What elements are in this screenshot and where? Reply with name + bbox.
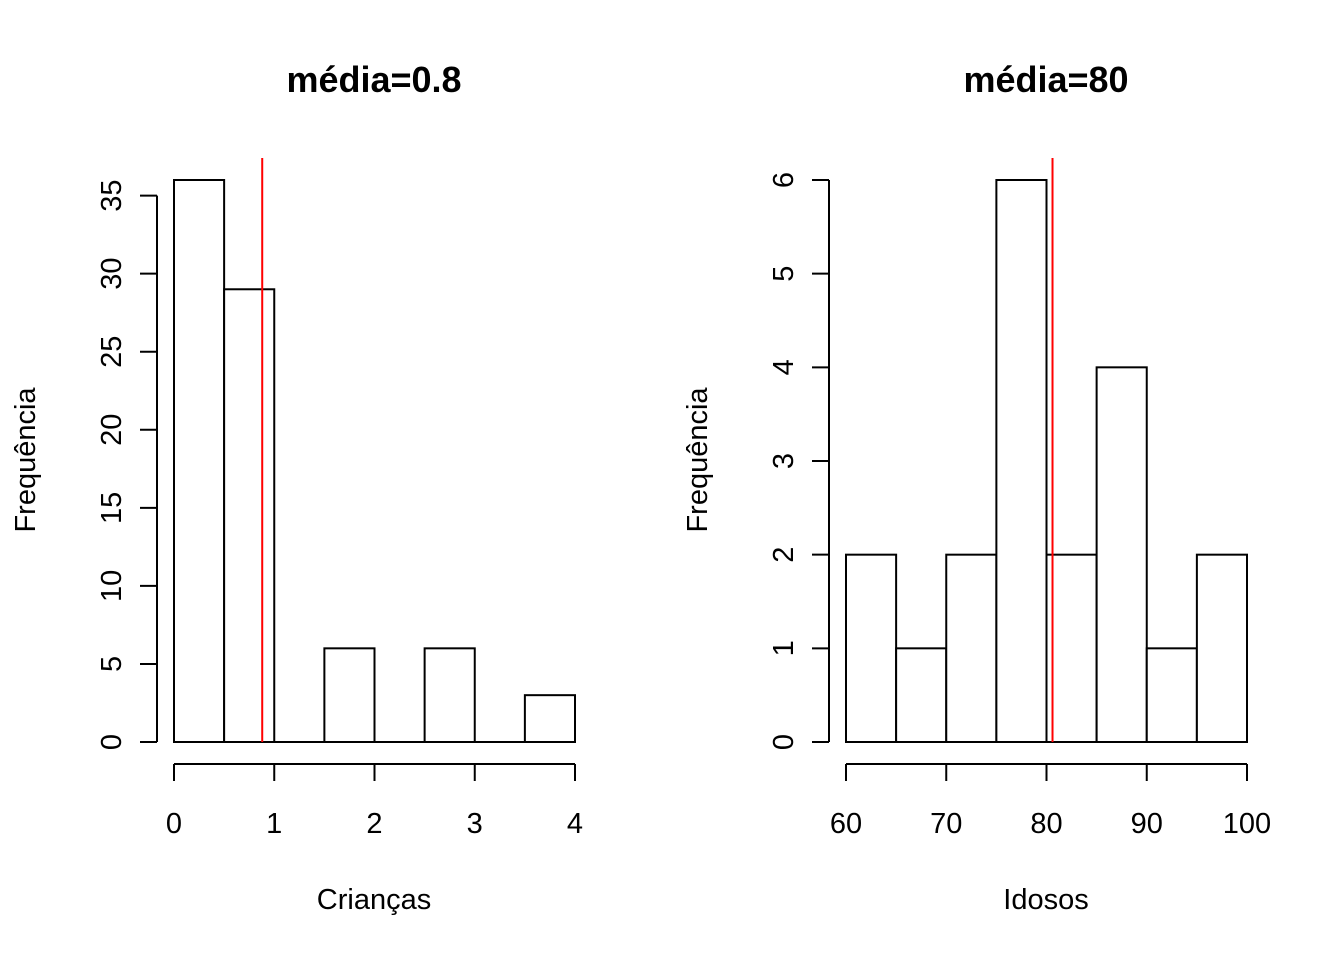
x-axis-label: Idosos	[1003, 884, 1088, 916]
panel-title: média=80	[963, 59, 1128, 100]
x-tick-label: 80	[1030, 808, 1062, 840]
y-axis: 0 5 10 15 20 25 30 35	[96, 179, 158, 750]
histogram-bar	[1195, 553, 1248, 744]
x-tick-label: 4	[567, 808, 583, 840]
histogram-bar	[895, 647, 948, 743]
x-axis-label: Crianças	[317, 884, 431, 916]
y-tick-label: 6	[768, 172, 800, 188]
x-axis: 0 1 2 3 4	[166, 763, 583, 840]
x-tick-label: 90	[1131, 808, 1163, 840]
histogram-bar	[523, 694, 576, 744]
histogram-bar	[323, 647, 376, 743]
y-tick-label: 15	[96, 492, 128, 524]
x-tick-label: 2	[366, 808, 382, 840]
bars	[173, 179, 576, 744]
x-tick-label: 70	[930, 808, 962, 840]
histogram-bar	[423, 647, 476, 743]
y-tick-label: 0	[768, 734, 800, 750]
histogram-bar	[845, 553, 898, 744]
y-tick-label: 25	[96, 336, 128, 368]
x-tick-label: 60	[830, 808, 862, 840]
y-tick-label: 10	[96, 570, 128, 602]
y-axis-label: Frequência	[682, 387, 714, 533]
y-tick-label: 35	[96, 179, 128, 211]
histogram-bar	[173, 179, 226, 743]
y-tick-label: 2	[768, 547, 800, 563]
histogram-bar	[1145, 647, 1198, 743]
y-tick-label: 5	[96, 656, 128, 672]
x-tick-label: 0	[166, 808, 182, 840]
panel-title: média=0.8	[286, 59, 461, 100]
x-tick-label: 100	[1223, 808, 1271, 840]
y-tick-label: 1	[768, 640, 800, 656]
histogram-bar	[1095, 366, 1148, 743]
y-tick-label: 30	[96, 258, 128, 290]
x-tick-label: 1	[266, 808, 282, 840]
y-tick-label: 20	[96, 414, 128, 446]
histogram-bar	[945, 553, 998, 744]
bars	[845, 179, 1248, 744]
x-axis: 60 70 80 90 100	[830, 763, 1271, 840]
y-axis: 0 1 2 3 4 5 6	[768, 172, 830, 750]
x-tick-label: 3	[467, 808, 483, 840]
y-tick-label: 4	[768, 359, 800, 375]
y-tick-label: 0	[96, 734, 128, 750]
histogram-bar	[223, 288, 276, 743]
y-tick-label: 3	[768, 453, 800, 469]
histogram-panel-criancas: média=0.8 Crianças Frequência 0 1 2 3 4 0 5 10…	[10, 59, 583, 916]
histogram-panel-idosos: média=80 Idosos Frequência 60 70 80 90 100 0…	[682, 59, 1271, 916]
histogram-bar	[1045, 553, 1098, 744]
y-axis-label: Frequência	[10, 387, 42, 533]
y-tick-label: 5	[768, 266, 800, 282]
histogram-bar	[995, 179, 1048, 743]
